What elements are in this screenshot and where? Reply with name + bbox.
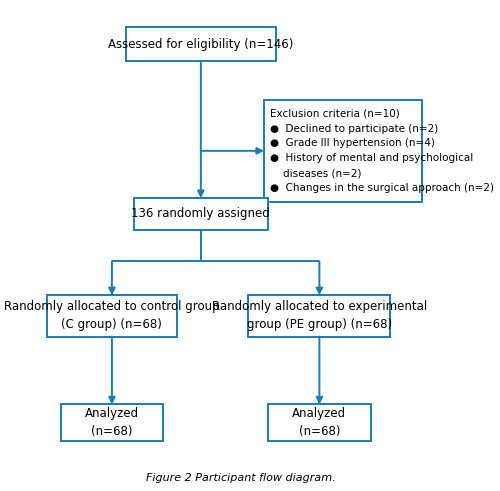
Text: 136 randomly assigned: 136 randomly assigned: [132, 207, 270, 220]
FancyBboxPatch shape: [134, 198, 268, 230]
FancyBboxPatch shape: [46, 295, 177, 336]
FancyBboxPatch shape: [60, 405, 164, 441]
Text: Assessed for eligibility (n=146): Assessed for eligibility (n=146): [108, 37, 294, 51]
Text: Analyzed
(n=68): Analyzed (n=68): [85, 407, 139, 438]
Text: Analyzed
(n=68): Analyzed (n=68): [292, 407, 346, 438]
FancyBboxPatch shape: [248, 295, 390, 336]
Text: Randomly allocated to experimental
group (PE group) (n=68): Randomly allocated to experimental group…: [212, 300, 427, 331]
FancyBboxPatch shape: [264, 100, 422, 202]
Text: Exclusion criteria (n=10)
●  Declined to participate (n=2)
●  Grade III hyperten: Exclusion criteria (n=10) ● Declined to …: [270, 109, 494, 193]
Text: Figure 2 Participant flow diagram.: Figure 2 Participant flow diagram.: [146, 473, 335, 483]
FancyBboxPatch shape: [268, 405, 370, 441]
FancyBboxPatch shape: [126, 27, 276, 61]
Text: Randomly allocated to control group
(C group) (n=68): Randomly allocated to control group (C g…: [4, 300, 220, 331]
